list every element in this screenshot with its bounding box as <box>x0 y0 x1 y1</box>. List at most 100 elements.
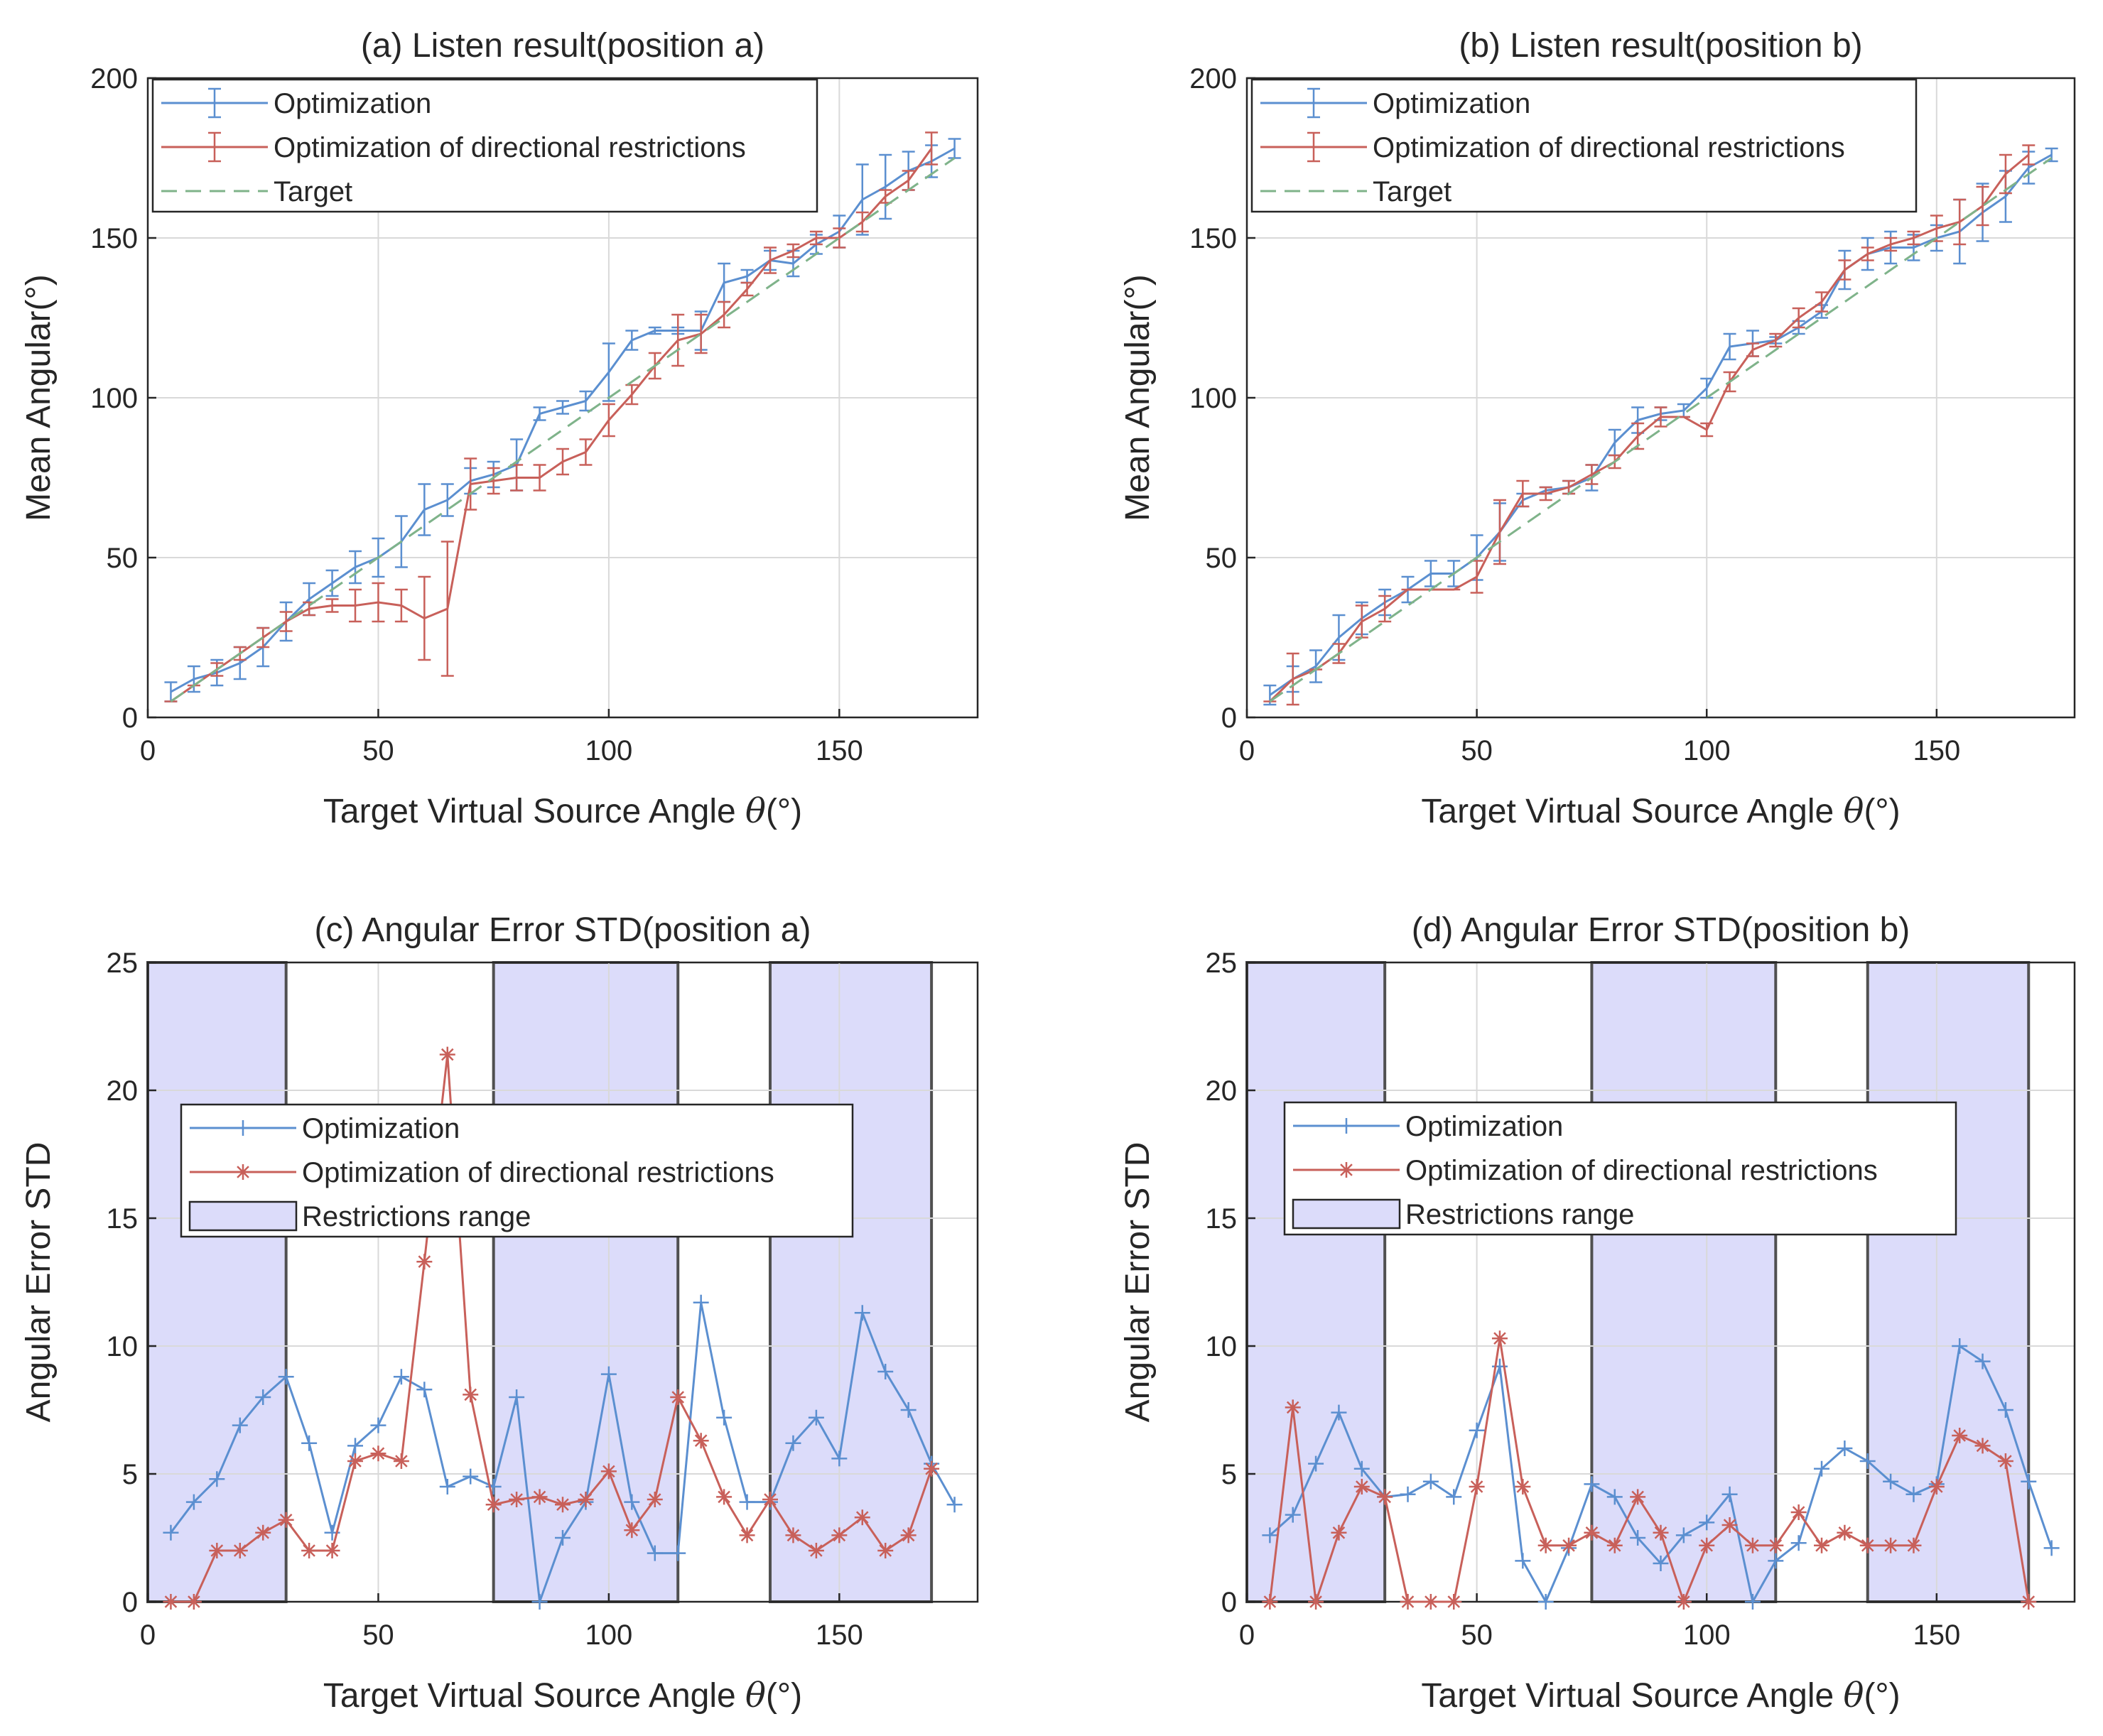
data-point-plus <box>1422 1473 1439 1490</box>
data-point-plus <box>1699 1514 1715 1531</box>
data-point-star <box>1699 1537 1715 1553</box>
data-point-star <box>808 1543 824 1558</box>
error-bar <box>1838 259 1851 281</box>
error-bar <box>786 243 800 259</box>
legend-label: Optimization <box>1405 1111 1563 1142</box>
error-bar <box>1769 332 1783 348</box>
data-point-plus <box>716 1409 732 1426</box>
legend-item: Optimization <box>161 87 431 119</box>
legend-label: Restrictions range <box>302 1201 531 1232</box>
error-bar <box>648 326 661 335</box>
data-point-star <box>1952 1428 1968 1443</box>
chart-title: (a) Listen result(position a) <box>361 27 764 65</box>
legend-label: Target <box>1373 176 1451 207</box>
data-point-plus <box>1515 1553 1531 1569</box>
x-axis-label-text: Target Virtual Source Angle <box>1421 793 1843 830</box>
y-tick-label: 0 <box>1221 702 1237 734</box>
error-bar <box>694 313 708 354</box>
error-bar <box>1378 595 1392 623</box>
x-axis-label-theta: θ <box>1844 1676 1864 1715</box>
error-bar <box>187 665 200 693</box>
data-point-plus <box>163 1524 179 1541</box>
panel-c: 0 50 100 150 0 5 10 15 20 25 (c) Angular Error STD… <box>20 911 979 1715</box>
error-bar <box>809 230 823 246</box>
data-point-star <box>1491 1330 1508 1347</box>
y-tick-label: 15 <box>1206 1203 1238 1235</box>
data-point-star <box>1584 1524 1600 1541</box>
legend-swatch <box>188 1200 298 1232</box>
legend-item: Optimization of directional restrictions <box>190 1157 774 1188</box>
legend-item: Target <box>1260 176 1451 207</box>
legend-item: Target <box>161 176 352 207</box>
series-optimization-of-directional-restrictions <box>164 131 939 702</box>
series-line <box>1269 157 2053 702</box>
data-point-star <box>301 1543 318 1558</box>
data-point-star <box>693 1433 709 1449</box>
data-point-plus <box>185 1494 202 1510</box>
data-point-plus <box>900 1402 917 1418</box>
y-tick-label: 50 <box>1206 543 1238 574</box>
error-bar <box>464 457 477 511</box>
error-bar <box>1286 652 1299 706</box>
error-bar <box>1907 230 1920 246</box>
x-tick-label: 100 <box>585 1620 633 1651</box>
legend-marker <box>1339 1162 1354 1178</box>
data-point-plus <box>1997 1402 2013 1418</box>
data-point-star <box>1515 1479 1531 1494</box>
panel-d: 0 50 100 150 0 5 10 15 20 25 (d) Angular Error STD… <box>1119 911 2076 1715</box>
error-bar <box>279 611 293 632</box>
error-bar <box>325 598 339 613</box>
x-axis-label: Target Virtual Source Angle θ(°) <box>323 1676 802 1715</box>
data-point-star <box>1768 1537 1784 1553</box>
error-bar <box>1999 153 2012 195</box>
error-bar <box>556 447 569 476</box>
data-point-plus <box>1675 1527 1692 1544</box>
data-point-plus <box>347 1438 363 1454</box>
legend-item: Optimization of directional restrictions <box>161 131 746 163</box>
x-tick-label: 100 <box>1683 1620 1731 1651</box>
y-tick-label: 20 <box>1206 1075 1238 1107</box>
error-bar <box>418 483 431 536</box>
legend-item: Optimization <box>1260 87 1530 119</box>
x-tick-label: 150 <box>1913 735 1960 766</box>
data-point-star <box>185 1594 202 1610</box>
legend-marker <box>1339 1118 1354 1134</box>
legend-label: Target <box>274 176 352 207</box>
error-bar <box>1516 479 1530 508</box>
series-optimization <box>164 138 961 702</box>
data-point-plus <box>1331 1404 1347 1421</box>
data-point-star <box>1790 1504 1807 1520</box>
restriction-range-3 <box>1866 961 2031 1603</box>
error-bar <box>879 153 892 220</box>
legend: Optimization Optimization of directional … <box>180 1103 854 1238</box>
data-point-plus <box>255 1389 271 1405</box>
data-point-plus <box>739 1494 755 1510</box>
legend-label: Optimization of directional restrictions <box>1405 1155 1878 1186</box>
data-point-plus <box>1285 1507 1301 1523</box>
error-bar <box>394 588 408 623</box>
data-point-star <box>439 1046 455 1063</box>
data-point-star <box>1974 1438 1991 1454</box>
data-point-plus <box>1400 1486 1416 1502</box>
error-bar <box>579 438 593 466</box>
y-tick-label: 25 <box>107 948 139 979</box>
data-point-plus <box>1537 1594 1554 1610</box>
restriction-range-1 <box>146 961 288 1603</box>
x-axis-label-unit: (°) <box>766 793 802 830</box>
legend: Optimization Optimization of directional … <box>1283 1101 1957 1236</box>
data-point-plus <box>1952 1338 1968 1354</box>
y-tick-label: 10 <box>1206 1331 1238 1362</box>
x-axis-label-text: Target Virtual Source Angle <box>323 793 745 830</box>
data-point-star <box>255 1524 271 1541</box>
x-tick-label: 0 <box>1239 735 1255 766</box>
data-point-star <box>600 1463 617 1480</box>
x-axis-label-unit: (°) <box>766 1677 802 1715</box>
series-target <box>170 157 956 702</box>
data-point-star <box>1905 1537 1922 1553</box>
data-point-plus <box>1744 1594 1761 1610</box>
error-bar <box>1861 246 1874 261</box>
legend-label: Restrictions range <box>1405 1199 1634 1230</box>
data-point-star <box>463 1387 479 1403</box>
series-target <box>1269 157 2053 702</box>
legend-item: Optimization of directional restrictions <box>1293 1155 1878 1186</box>
